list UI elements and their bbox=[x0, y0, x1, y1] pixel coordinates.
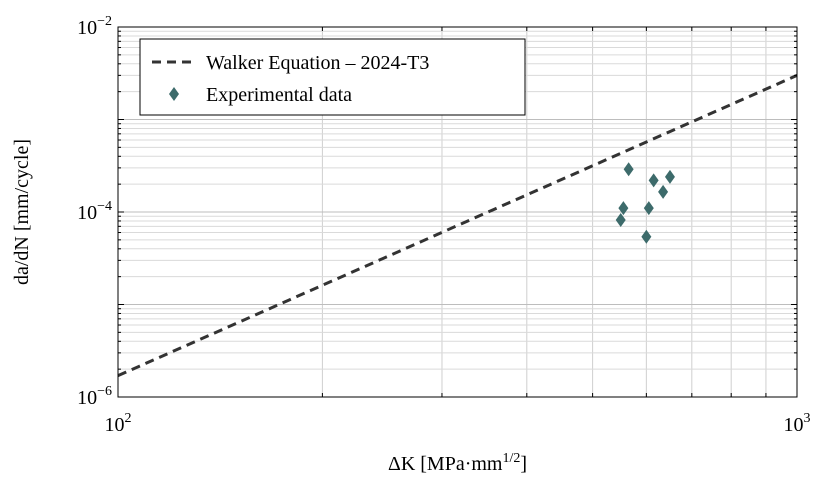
legend-box bbox=[139, 38, 526, 116]
walker-equation-line bbox=[117, 73, 798, 378]
plot-area bbox=[117, 73, 798, 378]
experimental-data-point bbox=[641, 229, 652, 244]
experimental-data-point bbox=[664, 169, 675, 184]
legend: Walker Equation – 2024-T3 Experimental d… bbox=[139, 38, 526, 116]
grid bbox=[118, 27, 797, 397]
legend-entry-walker: Walker Equation – 2024-T3 bbox=[206, 52, 429, 74]
experimental-data-point bbox=[615, 212, 626, 227]
x-axis-label: ΔK [MPa·mm1/2] bbox=[388, 451, 527, 475]
experimental-data-point bbox=[658, 184, 669, 199]
y-tick-label: 10−4 bbox=[77, 199, 112, 224]
experimental-data-point bbox=[648, 173, 659, 188]
experimental-data-point bbox=[623, 162, 634, 177]
y-tick-label: 10−6 bbox=[77, 384, 112, 409]
x-tick-label: 102 bbox=[105, 411, 132, 436]
x-tick-label: 103 bbox=[784, 411, 811, 436]
legend-entry-experimental: Experimental data bbox=[206, 84, 352, 106]
y-tick-label: 10−2 bbox=[77, 14, 112, 39]
tick-labels: 102 103 10−6 10−4 10−2 bbox=[77, 14, 810, 436]
experimental-data-point bbox=[618, 201, 629, 216]
axis-ticks bbox=[118, 27, 797, 397]
legend-diamond-marker bbox=[169, 87, 179, 101]
y-axis-label: da/dN [mm/cycle] bbox=[11, 139, 33, 285]
experimental-data-point bbox=[643, 201, 654, 216]
